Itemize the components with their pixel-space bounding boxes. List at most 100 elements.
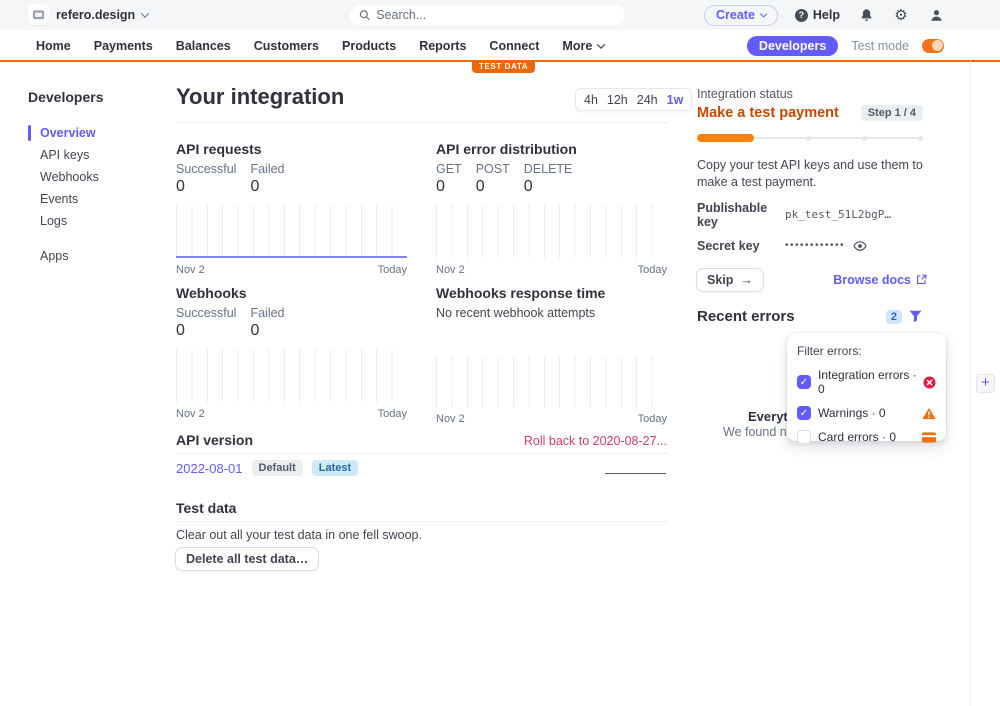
sidebar-item-overview[interactable]: Overview [28, 122, 148, 144]
warning-triangle-icon [922, 407, 936, 420]
range-24h[interactable]: 24h [636, 92, 658, 107]
filter-button[interactable] [909, 310, 922, 323]
x-axis-start: Nov 2 [176, 408, 205, 420]
developers-pill[interactable]: Developers [746, 35, 839, 56]
help-label: Help [812, 8, 840, 22]
filter-option-card-errors[interactable]: Card errors · 0 [797, 430, 936, 444]
publishable-key-label: Publishable key [697, 200, 768, 229]
metric-label: Successful [176, 162, 237, 176]
skip-button[interactable]: Skip → [697, 268, 763, 291]
filter-errors-popover: Filter errors: ✓ Integration errors · 0 … [787, 333, 946, 444]
more-label: More [562, 38, 593, 53]
secret-key-row: Secret key •••••••••••• [697, 239, 923, 253]
settings-button[interactable]: ⚙ [892, 6, 910, 24]
secret-key-value: •••••••••••• [785, 240, 846, 252]
reveal-secret-button[interactable] [853, 239, 867, 253]
x-axis-end: Today [637, 264, 667, 276]
metric-failed: Failed 0 [250, 162, 300, 196]
nav-item-customers[interactable]: Customers [253, 38, 319, 53]
publishable-key-value[interactable]: pk_test_51L2bgP… [785, 208, 891, 222]
sidebar-item-logs[interactable]: Logs [40, 214, 68, 228]
top-bar: refero.design Create ? Help ⚙ [0, 0, 1000, 30]
range-4h[interactable]: 4h [584, 92, 598, 107]
bell-icon [861, 8, 871, 21]
toggle-knob [931, 40, 943, 51]
chart-title: API requests [176, 141, 262, 157]
chevron-down-icon [140, 8, 150, 18]
range-12h[interactable]: 12h [606, 92, 628, 107]
sidebar-item-apps[interactable]: Apps [40, 249, 69, 263]
nav-item-payments[interactable]: Payments [93, 38, 153, 53]
chart-plot-area [176, 349, 407, 402]
sidebar-item-api-keys[interactable]: API keys [40, 148, 90, 162]
nav-item-reports[interactable]: Reports [419, 38, 467, 53]
progress-dot [806, 135, 811, 141]
create-button[interactable]: Create [703, 4, 778, 26]
filter-funnel-icon [909, 310, 922, 323]
secret-key-label: Secret key [697, 238, 760, 253]
page-title: Your integration [176, 84, 345, 109]
sidebar-title: Developers [28, 89, 104, 105]
filter-option-warnings[interactable]: ✓ Warnings · 0 [797, 406, 936, 420]
nav-item-products[interactable]: Products [342, 38, 397, 53]
metric-value: 0 [176, 322, 185, 339]
notifications-button[interactable] [857, 6, 875, 24]
metric-label: GET [436, 162, 462, 176]
nav-item-connect[interactable]: Connect [489, 38, 540, 53]
api-version-link[interactable]: 2022-08-01 [176, 460, 243, 476]
account-switcher[interactable]: refero.design [28, 4, 150, 25]
metric-label: Failed [250, 306, 285, 320]
chart-title: API error distribution [436, 141, 577, 157]
error-circle-icon [923, 375, 936, 389]
publishable-key-row: Publishable key pk_test_51L2bgP… [697, 201, 923, 229]
integration-status-panel: Integration status Make a test payment S… [697, 87, 927, 291]
error-count-badge: 2 [885, 309, 902, 324]
api-requests-chart: API requests Successful 0 Failed 0 Nov 2… [176, 141, 407, 276]
metric-label: Failed [250, 162, 285, 176]
checkbox-checked[interactable]: ✓ [797, 375, 811, 389]
metric-value: 0 [436, 178, 445, 195]
test-data-description: Clear out all your test data in one fell… [176, 528, 422, 542]
account-name: refero.design [56, 7, 136, 22]
person-icon [930, 9, 942, 21]
chart-title: Webhooks [176, 285, 247, 301]
help-button[interactable]: ? Help [794, 8, 840, 22]
checkbox-unchecked[interactable] [797, 430, 811, 444]
checkbox-checked[interactable]: ✓ [797, 406, 811, 420]
sidebar-item-webhooks[interactable]: Webhooks [40, 170, 99, 184]
empty-errors-title-clipped: Everyt [748, 409, 788, 424]
browse-docs-label: Browse docs [833, 272, 911, 287]
metric-post: POST 0 [476, 162, 510, 196]
chevron-down-icon [597, 39, 606, 49]
test-mode-toggle[interactable] [922, 38, 944, 53]
search-input[interactable] [376, 8, 616, 22]
divider [176, 122, 667, 123]
nav-item-balances[interactable]: Balances [175, 38, 231, 53]
filter-option-integration-errors[interactable]: ✓ Integration errors · 0 [797, 368, 936, 396]
metric-label: Successful [176, 306, 237, 320]
chart-plot-area [176, 205, 407, 258]
default-badge: Default [251, 460, 303, 476]
delete-test-data-button[interactable]: Delete all test data… [176, 548, 319, 570]
main-nav: Home Payments Balances Customers Product… [0, 30, 1000, 61]
browse-docs-link[interactable]: Browse docs [833, 273, 927, 287]
x-axis-start: Nov 2 [436, 264, 465, 276]
filter-option-label: Warnings · 0 [818, 406, 886, 420]
nav-item-home[interactable]: Home [36, 38, 71, 53]
progress-dot [918, 135, 923, 141]
content-right-divider [970, 61, 971, 706]
range-1w[interactable]: 1w [666, 92, 684, 107]
chart-title: Webhooks response time [436, 285, 606, 301]
arrow-right-icon: → [740, 272, 753, 287]
test-data-badge: TEST DATA [472, 60, 536, 73]
credit-card-icon [922, 431, 936, 443]
rollback-link[interactable]: Roll back to 2020-08-27... [523, 434, 667, 448]
eye-icon [853, 240, 867, 251]
step-description: Copy your test API keys and use them to … [697, 158, 923, 189]
profile-button[interactable] [927, 6, 945, 24]
zoom-plus-button[interactable]: + [976, 374, 995, 393]
search-bar[interactable] [350, 5, 625, 25]
nav-item-more[interactable]: More [562, 38, 606, 53]
divider [176, 453, 667, 454]
sidebar-item-events[interactable]: Events [40, 192, 79, 206]
